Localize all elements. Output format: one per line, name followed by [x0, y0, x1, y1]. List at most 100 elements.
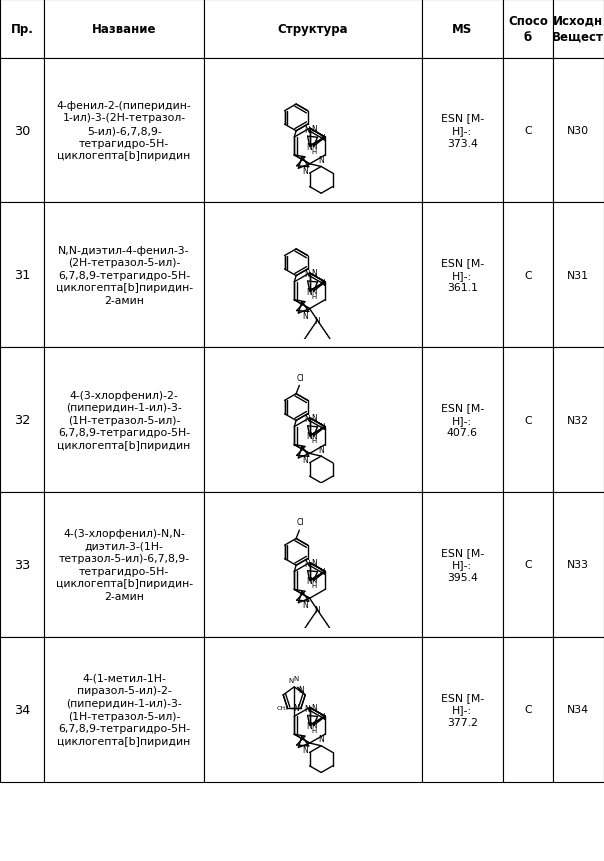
Text: N: N [319, 133, 324, 143]
Bar [0, 203, 44, 348]
Bar [0, 59, 44, 203]
Text: N: N [319, 567, 324, 577]
Text: N: N [293, 703, 298, 713]
Bar [503, 348, 553, 492]
Text: N: N [303, 166, 309, 176]
Bar [44, 492, 204, 637]
Text: N: N [289, 678, 294, 684]
Text: N: N [303, 745, 309, 754]
Bar [503, 203, 553, 348]
Text: N: N [318, 445, 324, 454]
Text: N: N [303, 600, 309, 610]
Bar [204, 348, 422, 492]
Bar [44, 348, 204, 492]
Text: Структура: Структура [278, 22, 348, 36]
Bar [422, 59, 503, 203]
Bar [204, 0, 422, 59]
Text: C: C [524, 704, 532, 715]
Text: N: N [319, 423, 324, 432]
Text: N: N [303, 311, 309, 320]
Text: N: N [312, 125, 317, 133]
Bar [44, 59, 204, 203]
Text: Cl: Cl [296, 517, 304, 527]
Text: N: N [298, 684, 304, 694]
Text: N: N [311, 288, 316, 294]
Text: N: N [306, 288, 312, 296]
Text: N: N [311, 144, 316, 150]
Text: ESN [M-
H]-:
373.4: ESN [M- H]-: 373.4 [441, 114, 484, 148]
Bar [204, 492, 422, 637]
Text: N: N [305, 415, 310, 424]
Bar [0, 348, 44, 492]
Text: MS: MS [452, 22, 472, 36]
Bar [204, 59, 422, 203]
Text: Cl: Cl [296, 373, 304, 382]
Bar [553, 203, 604, 348]
Text: N: N [305, 126, 310, 134]
Text: Исходн
Вещест: Исходн Вещест [552, 15, 604, 44]
Text: N: N [303, 455, 309, 465]
Bar [553, 0, 604, 59]
Text: N: N [319, 712, 324, 722]
Text: N: N [315, 605, 320, 615]
Text: 30: 30 [14, 124, 30, 138]
Bar [422, 0, 503, 59]
Text: N: N [318, 734, 324, 743]
Text: CH₃: CH₃ [277, 705, 288, 710]
Text: 4-фенил-2-(пиперидин-
1-ил)-3-(2Н-тетразол-
5-ил)-6,7,8,9-
тетрагидро-5Н-
циклог: 4-фенил-2-(пиперидин- 1-ил)-3-(2Н-тетраз… [57, 101, 191, 161]
Text: Пр.: Пр. [11, 22, 33, 36]
Text: N: N [306, 577, 312, 585]
Text: 33: 33 [14, 558, 30, 572]
Text: ESN [M-
H]-:
377.2: ESN [M- H]-: 377.2 [441, 692, 484, 727]
Text: 4-(1-метил-1Н-
пиразол-5-ил)-2-
(пиперидин-1-ил)-3-
(1Н-тетразол-5-ил)-
6,7,8,9-: 4-(1-метил-1Н- пиразол-5-ил)-2- (пиперид… [57, 673, 191, 746]
Text: C: C [524, 270, 532, 281]
Bar [553, 492, 604, 637]
Bar [0, 637, 44, 782]
Text: N: N [318, 156, 324, 164]
Text: N: N [319, 278, 324, 288]
Text: N: N [312, 269, 317, 278]
Bar [422, 492, 503, 637]
Text: ESN [M-
H]-:
395.4: ESN [M- H]-: 395.4 [441, 548, 484, 582]
Text: N,N-диэтил-4-фенил-3-
(2Н-тетразол-5-ил)-
6,7,8,9-тетрагидро-5Н-
циклогепта[b]пи: N,N-диэтил-4-фенил-3- (2Н-тетразол-5-ил)… [56, 245, 193, 306]
Bar [503, 637, 553, 782]
Bar [44, 203, 204, 348]
Text: C: C [524, 560, 532, 570]
Text: 4-(3-хлорфенил)-2-
(пиперидин-1-ил)-3-
(1Н-тетразол-5-ил)-
6,7,8,9-тетрагидро-5Н: 4-(3-хлорфенил)-2- (пиперидин-1-ил)-3- (… [57, 390, 191, 450]
Text: N33: N33 [567, 560, 590, 570]
Text: N: N [311, 433, 316, 439]
Text: N: N [315, 316, 320, 325]
Text: H: H [312, 294, 317, 300]
Text: C: C [524, 126, 532, 136]
Text: H: H [312, 583, 317, 589]
Text: 34: 34 [14, 703, 30, 716]
Bar [553, 637, 604, 782]
Text: N: N [305, 560, 310, 568]
Text: N: N [312, 559, 317, 567]
Text: N30: N30 [567, 126, 590, 136]
Text: H: H [312, 728, 317, 734]
Text: ESN [M-
H]-:
361.1: ESN [M- H]-: 361.1 [441, 258, 484, 293]
Text: N: N [311, 722, 316, 728]
Text: Название: Название [92, 22, 156, 36]
Text: Спосо
б: Спосо б [508, 15, 548, 44]
Text: H: H [312, 438, 317, 444]
Bar [204, 203, 422, 348]
Text: 31: 31 [14, 269, 30, 282]
Text: C: C [524, 415, 532, 425]
Text: N: N [306, 722, 312, 730]
Bar [422, 637, 503, 782]
Text: N: N [293, 675, 298, 681]
Bar [422, 203, 503, 348]
Bar [503, 59, 553, 203]
Bar [0, 0, 44, 59]
Bar [503, 0, 553, 59]
Text: N: N [312, 703, 317, 712]
Text: N: N [311, 578, 316, 584]
Text: 32: 32 [14, 413, 30, 427]
Bar [204, 637, 422, 782]
Bar [44, 637, 204, 782]
Text: N: N [306, 432, 312, 441]
Text: N: N [306, 143, 312, 152]
Text: N32: N32 [567, 415, 590, 425]
